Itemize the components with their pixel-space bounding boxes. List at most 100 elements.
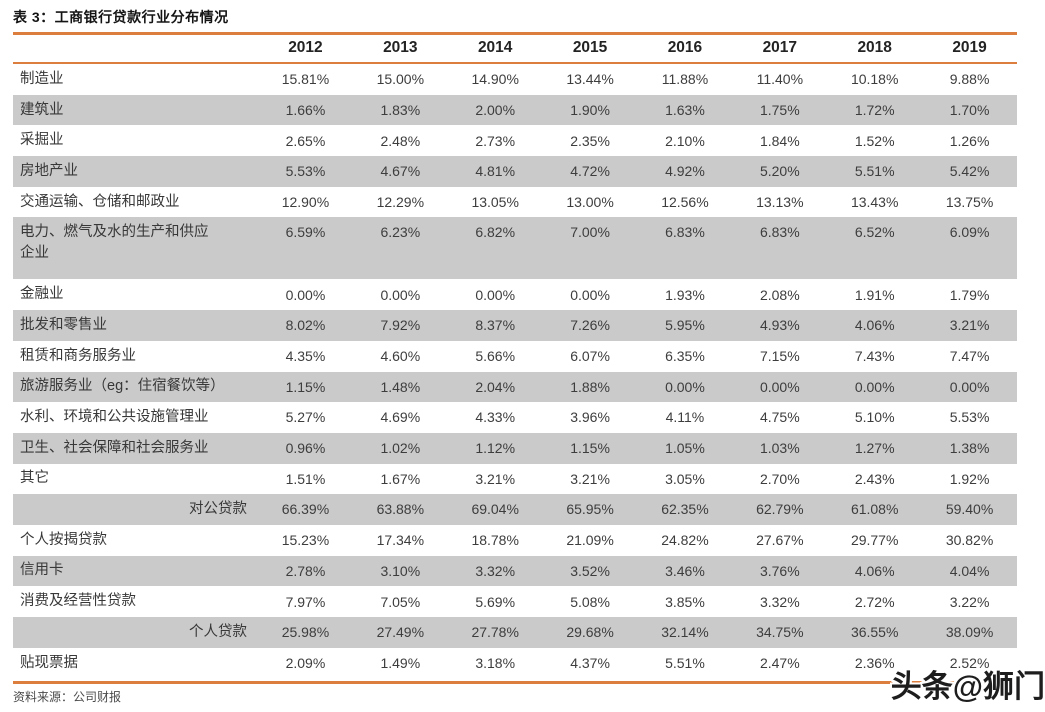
- value-cell: 13.05%: [471, 193, 519, 210]
- value-cell: 2.00%: [475, 101, 516, 118]
- row-label: 交通运输、仓储和邮政业: [20, 193, 180, 210]
- value-cell: 4.35%: [285, 348, 326, 364]
- value-cell: 4.60%: [380, 348, 421, 364]
- value-cell: 3.05%: [665, 470, 705, 487]
- value-cell: 0.00%: [285, 286, 326, 303]
- value-cell: 7.15%: [759, 348, 800, 364]
- value-cell: 4.06%: [854, 562, 895, 579]
- value-cell: 2.73%: [475, 132, 516, 149]
- row-label: 信用卡: [20, 562, 64, 579]
- value-cell: 36.55%: [850, 624, 899, 641]
- value-cell: 7.43%: [854, 348, 895, 364]
- value-cell: 3.96%: [570, 409, 610, 426]
- value-cell: 1.93%: [665, 286, 705, 303]
- table-title: 表 3：工商银行贷款行业分布情况: [13, 9, 229, 25]
- value-cell: 38.09%: [945, 624, 994, 641]
- value-cell: 6.83%: [759, 224, 800, 241]
- value-cell: 0.00%: [759, 378, 800, 395]
- value-cell: 11.88%: [661, 71, 709, 88]
- year-header-2018: 2018: [857, 39, 892, 57]
- value-cell: 4.11%: [665, 409, 705, 426]
- value-cell: 3.21%: [475, 470, 516, 487]
- value-cell: 34.75%: [756, 624, 804, 641]
- value-cell: 4.93%: [759, 317, 800, 334]
- value-cell: 2.36%: [854, 654, 895, 671]
- year-header-2013: 2013: [383, 39, 418, 57]
- row-label: 电力、燃气及水的生产和供应企业: [20, 224, 209, 262]
- value-cell: 3.32%: [759, 593, 800, 610]
- value-cell: 8.37%: [475, 317, 516, 334]
- table-row: 个人贷款 25.98% 27.49% 27.78% 29.68% 32.14% 34.75%…: [13, 617, 1017, 648]
- value-cell: 1.26%: [949, 132, 990, 149]
- value-cell: 0.00%: [665, 378, 705, 395]
- value-cell: 6.23%: [380, 224, 421, 241]
- value-cell: 14.90%: [471, 71, 519, 88]
- value-cell: 3.10%: [380, 562, 421, 579]
- value-cell: 29.77%: [850, 532, 899, 549]
- table-row: 旅游服务业（eg：住宿餐饮等） 1.15% 1.48% 2.04% 1.88% 0.00%…: [13, 371, 1017, 403]
- value-cell: 18.78%: [471, 532, 519, 549]
- value-cell: 69.04%: [471, 501, 519, 518]
- row-label: 卫生、社会保障和社会服务业: [20, 439, 209, 456]
- value-cell: 4.92%: [665, 163, 705, 180]
- value-cell: 1.48%: [380, 378, 421, 395]
- row-label: 贴现票据: [20, 654, 78, 671]
- value-cell: 6.09%: [949, 224, 990, 241]
- value-cell: 1.02%: [380, 440, 421, 457]
- row-label: 租赁和商务服务业: [20, 347, 136, 364]
- value-cell: 7.47%: [949, 348, 990, 364]
- value-cell: 25.98%: [281, 624, 330, 641]
- value-cell: 4.37%: [570, 654, 610, 671]
- value-cell: 27.78%: [471, 624, 519, 641]
- value-cell: 5.69%: [475, 593, 516, 610]
- value-cell: 66.39%: [281, 501, 330, 518]
- value-cell: 0.00%: [854, 378, 895, 395]
- value-cell: 2.78%: [285, 562, 326, 579]
- value-cell: 62.79%: [756, 501, 804, 518]
- value-cell: 0.00%: [949, 378, 990, 395]
- value-cell: 1.91%: [854, 286, 895, 303]
- value-cell: 3.18%: [475, 654, 516, 671]
- value-cell: 1.90%: [570, 101, 610, 118]
- value-cell: 15.23%: [281, 532, 330, 549]
- value-cell: 15.00%: [376, 71, 425, 88]
- value-cell: 3.52%: [570, 562, 610, 579]
- value-cell: 13.43%: [850, 193, 899, 210]
- value-cell: 6.07%: [570, 348, 610, 364]
- table-row: 卫生、社会保障和社会服务业 0.96% 1.02% 1.12% 1.15% 1.05% 1.…: [13, 432, 1017, 464]
- value-cell: 13.75%: [945, 193, 994, 210]
- value-cell: 4.69%: [380, 409, 421, 426]
- value-cell: 1.79%: [949, 286, 990, 303]
- value-cell: 1.12%: [475, 440, 516, 457]
- row-label: 消费及经营性贷款: [20, 593, 136, 610]
- value-cell: 5.42%: [949, 163, 990, 180]
- value-cell: 5.95%: [665, 317, 705, 334]
- value-cell: 1.52%: [854, 132, 895, 149]
- value-cell: 2.08%: [759, 286, 800, 303]
- table-row: 电力、燃气及水的生产和供应企业 6.59% 6.23% 6.82% 7.00% 6.83%…: [13, 217, 1017, 280]
- table-row: 金融业 0.00% 0.00% 0.00% 0.00% 1.93% 2.08% 1.91% 1.…: [13, 279, 1017, 310]
- value-cell: 5.66%: [475, 348, 516, 364]
- value-cell: 1.70%: [949, 101, 990, 118]
- value-cell: 1.88%: [570, 378, 610, 395]
- value-cell: 13.00%: [566, 193, 614, 210]
- value-cell: 6.83%: [665, 224, 705, 241]
- table-row: 消费及经营性贷款 7.97% 7.05% 5.69% 5.08% 3.85% 3.32% 2.…: [13, 586, 1017, 617]
- value-cell: 5.27%: [285, 409, 326, 426]
- toutiao-watermark: 头条@狮门: [890, 669, 1045, 704]
- title-divider-rule: [13, 32, 1017, 35]
- value-cell: 65.95%: [566, 501, 614, 518]
- year-header-2012: 2012: [288, 39, 323, 57]
- value-cell: 1.38%: [949, 440, 990, 457]
- table-row: 采掘业 2.65% 2.48% 2.73% 2.35% 2.10% 1.84% 1.52% 1.…: [13, 125, 1017, 156]
- value-cell: 17.34%: [376, 532, 425, 549]
- row-label: 水利、环境和公共设施管理业: [20, 409, 209, 426]
- table-row: 房地产业 5.53% 4.67% 4.81% 4.72% 4.92% 5.20% 5.51% 5…: [13, 156, 1017, 187]
- value-cell: 6.59%: [285, 224, 326, 241]
- value-cell: 12.90%: [281, 193, 330, 210]
- value-cell: 4.67%: [380, 163, 421, 180]
- value-cell: 10.18%: [850, 71, 899, 88]
- table-row: 对公贷款 66.39% 63.88% 69.04% 65.95% 62.35% 62.79%…: [13, 494, 1017, 525]
- table-row: 建筑业 1.66% 1.83% 2.00% 1.90% 1.63% 1.75% 1.72% 1.…: [13, 94, 1017, 126]
